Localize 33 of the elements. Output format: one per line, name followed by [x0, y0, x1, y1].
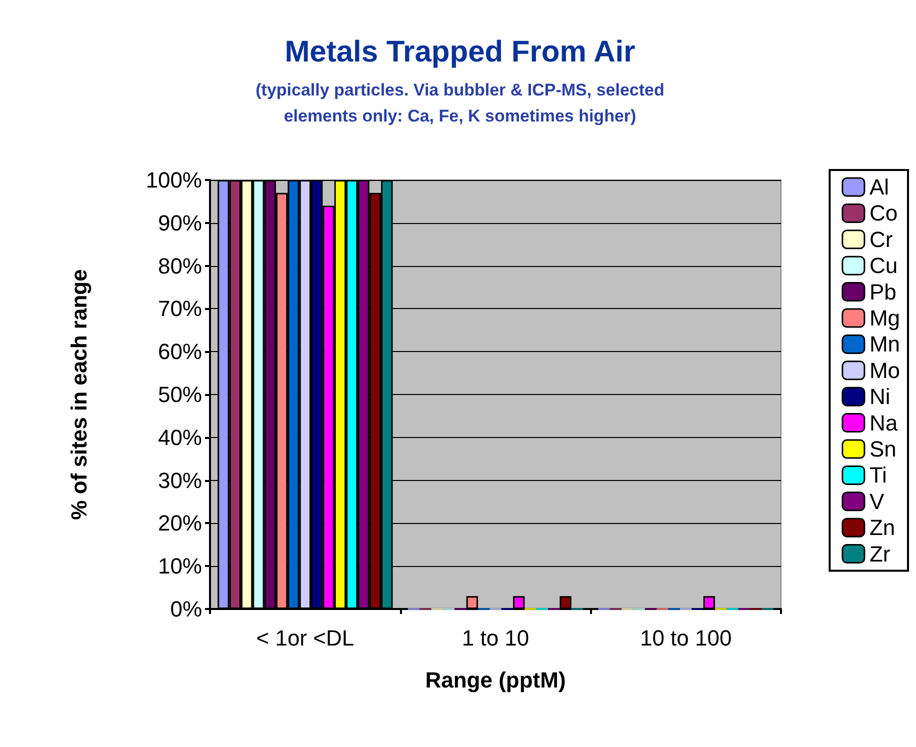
- y-tick-label: 60%: [158, 339, 202, 364]
- x-tick-label: 10 to 100: [640, 626, 732, 650]
- y-tick-label: 70%: [158, 296, 202, 322]
- legend-label: Cu: [869, 253, 898, 278]
- x-tick-label: 1 to 10: [462, 626, 530, 650]
- chart-title: Metals Trapped From Air: [284, 36, 636, 68]
- legend-label: Ti: [869, 462, 887, 488]
- legend-label: Cr: [869, 226, 893, 252]
- legend-label: Al: [869, 174, 889, 200]
- legend-label: Sn: [869, 436, 896, 462]
- y-tick-label: 100%: [146, 168, 202, 192]
- legend-label: V: [869, 488, 884, 514]
- y-tick-label: 90%: [158, 210, 202, 236]
- chart-subtitle: (typically particles. Via bubbler & ICP-MS, selected elements only: Ca, Fe, K sometimes higher): [256, 80, 664, 126]
- legend-label: Mo: [869, 358, 900, 383]
- legend-label: Zr: [869, 541, 890, 566]
- y-tick-label: 0%: [170, 596, 202, 622]
- legend-label: Zn: [869, 515, 896, 540]
- y-axis-title: % of sites in each range: [66, 269, 92, 520]
- y-tick-label: 30%: [158, 468, 202, 493]
- y-tick-label: 20%: [158, 510, 202, 536]
- x-tick-label: < 1or <DL: [256, 626, 354, 650]
- y-tick-label: 40%: [158, 424, 202, 450]
- x-axis-title: Range (pptM): [425, 668, 566, 692]
- legend-label: Mg: [869, 306, 900, 330]
- legend-label: Pb: [869, 279, 896, 304]
- legend-label: Na: [869, 410, 898, 436]
- legend-label: Mn: [869, 332, 900, 357]
- legend-label: Co: [869, 200, 898, 226]
- legend-label: Ni: [869, 384, 890, 410]
- y-tick-label: 50%: [158, 382, 202, 407]
- y-tick-label: 80%: [158, 253, 202, 278]
- y-tick-label: 10%: [158, 554, 202, 579]
